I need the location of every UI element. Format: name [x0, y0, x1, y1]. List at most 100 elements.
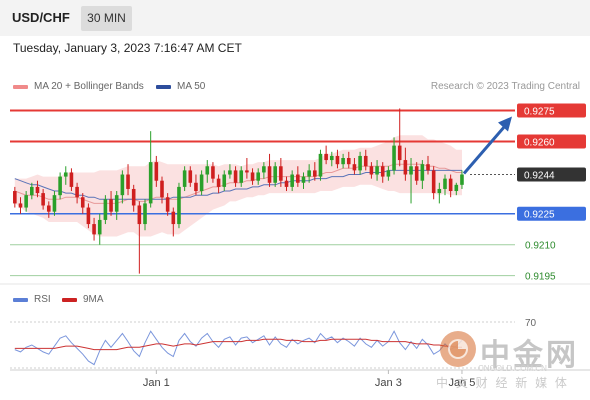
candle-body [369, 166, 374, 175]
forecast-arrow-line [462, 121, 510, 175]
candle-body [392, 145, 396, 171]
chart-timestamp: Tuesday, January 3, 2023 7:16:47 AM CET [13, 41, 242, 55]
candle-body [324, 153, 328, 161]
level-label-0-9225: 0.9225 [524, 210, 555, 221]
candle-body [335, 155, 340, 165]
candle-body [386, 170, 391, 177]
legend-rsi-swatch [13, 297, 28, 302]
legend-9ma-label: 9MA [83, 294, 104, 305]
candle-body [414, 166, 419, 181]
candle-body [18, 203, 23, 208]
candle-body [250, 172, 255, 181]
legend-bollinger-label: MA 20 + Bollinger Bands [34, 81, 144, 92]
candle-body [329, 155, 334, 161]
legend-bollinger: MA 20 + Bollinger Bands [13, 81, 144, 92]
candle-body [216, 178, 221, 187]
watermark-domain: CNGOLD.COM.CN [478, 364, 547, 373]
candle-body [233, 170, 238, 183]
candle-body [182, 170, 187, 187]
candle-body [188, 170, 193, 183]
candle-body [262, 166, 266, 173]
watermark: 中金网 CNGOLD.COM.CN 中 文 财 经 新 媒 体 [434, 330, 584, 390]
candle-body [273, 166, 277, 183]
watermark-slogan: 中 文 财 经 新 媒 体 [436, 376, 569, 390]
level-badge-0-9260 [517, 134, 586, 149]
candle-body [443, 178, 447, 189]
candle-body [109, 199, 113, 212]
candle-body [239, 170, 244, 183]
level-label-0-9210: 0.9210 [525, 241, 556, 252]
candle-body [341, 158, 345, 165]
x-tick-label: Jan 5 [449, 377, 476, 389]
candle-body [137, 205, 142, 225]
rsi-level-label-70: 70 [525, 318, 537, 329]
candle-body [80, 197, 85, 208]
candle-body [69, 172, 74, 187]
candle-body [403, 160, 408, 175]
legend-9ma: 9MA [62, 294, 104, 305]
legend-9ma-swatch [62, 297, 77, 302]
candle-body [103, 199, 108, 220]
level-badge-0-9244 [517, 167, 586, 182]
legend-ma50-label: MA 50 [177, 81, 206, 92]
candle-body [194, 182, 198, 192]
candle-body [52, 195, 57, 212]
candle-body [199, 174, 204, 192]
ma20-line [14, 163, 462, 204]
candle-body [58, 176, 62, 196]
rsi-line [14, 330, 463, 366]
candle-body [245, 170, 249, 173]
legend-bollinger-swatch [13, 84, 28, 89]
x-tick-label: Jan 1 [143, 377, 170, 389]
chart-header: USD/CHF 30 MIN [0, 0, 590, 36]
watermark-logo-icon [440, 331, 476, 367]
level-label-0-9195: 0.9195 [525, 272, 556, 283]
candle-body [358, 155, 362, 171]
candle-body [301, 176, 306, 183]
candle-body [363, 155, 368, 167]
candle-body [296, 174, 300, 183]
candle-body [352, 164, 357, 171]
candle-body [30, 186, 34, 196]
candle-body [426, 164, 430, 171]
candle-body [171, 211, 176, 225]
candle-body [13, 191, 17, 204]
candle-body [114, 195, 119, 212]
candle-body [97, 219, 102, 235]
candle-body [290, 174, 294, 187]
candle-body [165, 197, 170, 212]
level-badge-0-9225 [517, 206, 586, 221]
candle-body [154, 162, 159, 181]
candle-body [148, 162, 153, 204]
candle-body [460, 174, 464, 185]
candle-body [177, 186, 181, 225]
level-label-0-9275: 0.9275 [524, 107, 555, 118]
candle-body [279, 166, 283, 181]
candle-body [63, 172, 68, 177]
candle-body [160, 180, 164, 198]
legend-rsi-label: RSI [34, 294, 51, 305]
timeframe-button[interactable]: 30 MIN [81, 6, 132, 31]
candle-body [126, 174, 130, 189]
legend-ma50: MA 50 [156, 81, 205, 92]
candle-body [228, 170, 232, 175]
candle-body [431, 170, 436, 194]
candle-body [131, 188, 136, 206]
candle-body [284, 180, 289, 187]
candle-body [35, 186, 40, 194]
candle-body [75, 186, 79, 198]
candle-body [120, 174, 125, 196]
candle-body [448, 178, 453, 192]
x-tick-label: Jan 3 [375, 377, 402, 389]
level-label-0-9260: 0.9260 [524, 137, 555, 148]
candle-body [92, 224, 96, 235]
candle-body [313, 170, 317, 177]
legend-rsi: RSI [13, 294, 51, 305]
candle-body [409, 166, 413, 175]
rsi-9ma-line [14, 338, 462, 351]
candle-body [24, 195, 28, 208]
candle-body [454, 184, 459, 192]
candle-body [397, 145, 402, 161]
candle-body [143, 203, 147, 225]
